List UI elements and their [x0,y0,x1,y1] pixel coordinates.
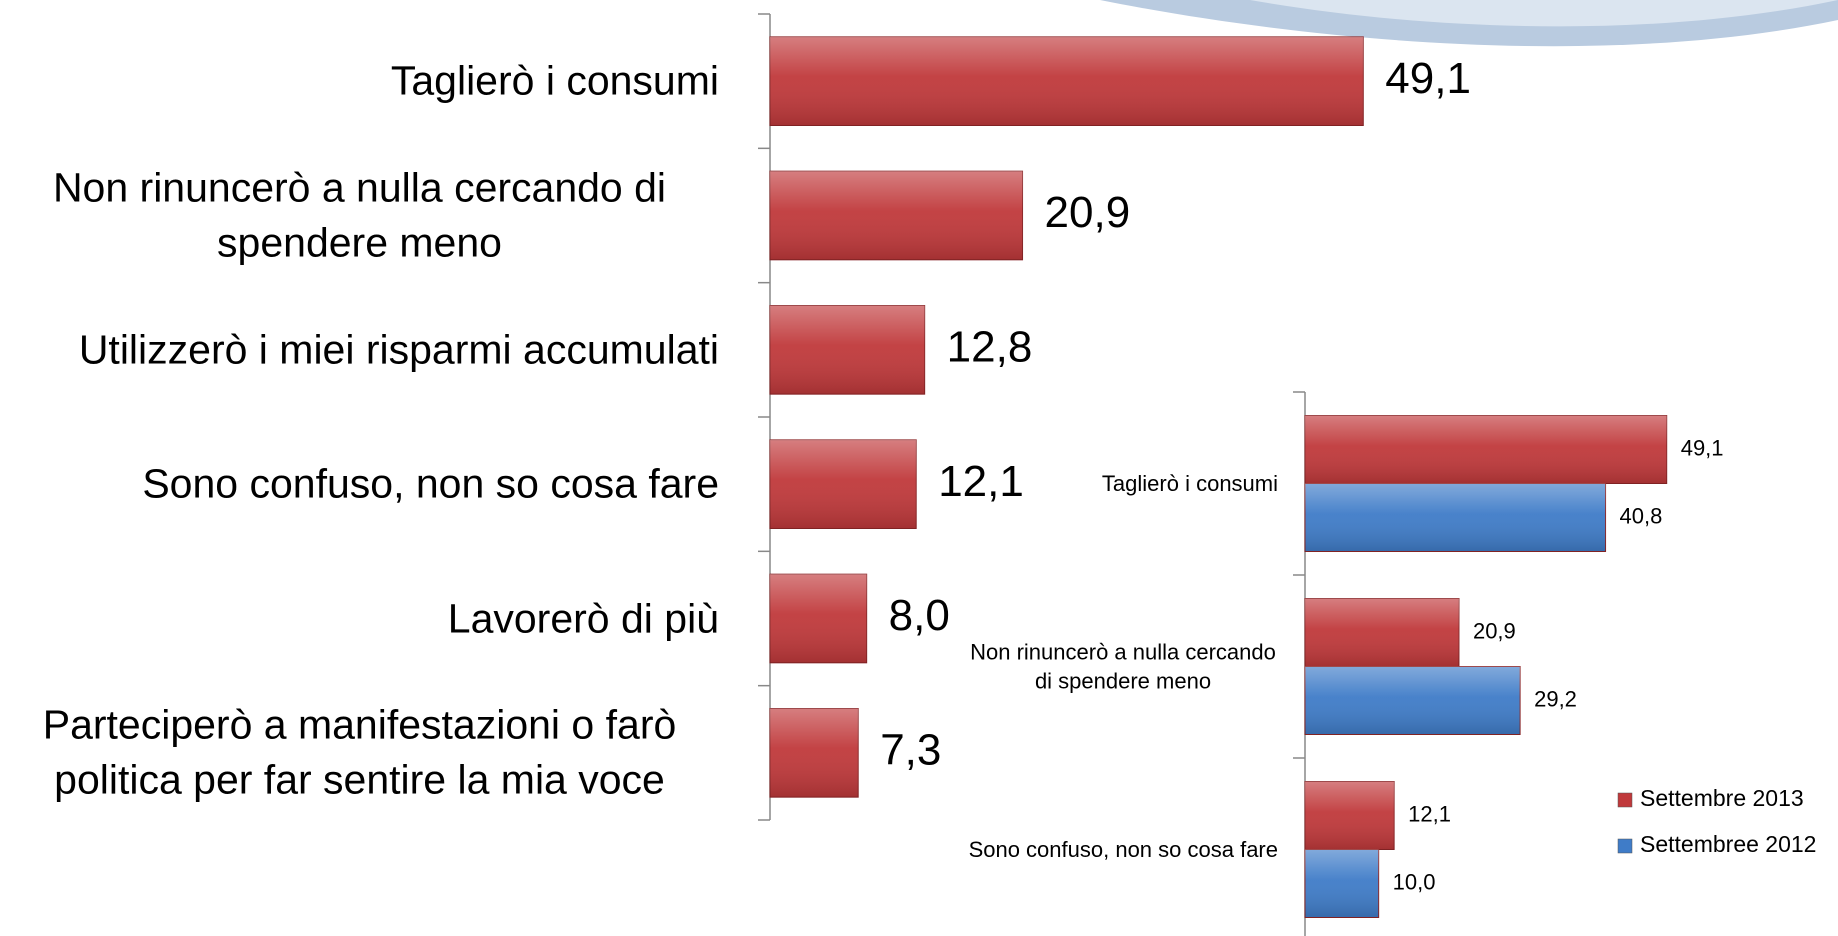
category-label: Non rinuncerò a nulla cercando di spende… [970,638,1276,694]
category-label: Lavorerò di più [447,594,719,641]
value-label: 49,1 [1385,54,1471,103]
category-label: Sono confuso, non so cosa fare [968,836,1278,862]
category-label: Utilizzerò i miei risparmi accumulati [78,326,719,373]
bar-shine [1305,483,1606,552]
bar-shine [770,708,859,798]
value-label: 20,9 [1045,188,1131,237]
bar-shine [1305,415,1667,484]
value-label: 12,8 [947,322,1033,371]
bar-shine [1305,598,1459,667]
value-label: 49,1 [1681,435,1724,460]
value-label: 10,0 [1393,869,1436,894]
category-label: Non rinuncerò a nulla cercando di spende… [52,164,667,266]
legend-swatch [1617,838,1633,854]
bar-shine [770,171,1023,260]
category-label: Taglierò i consumi [390,57,719,104]
bar-shine [770,574,867,663]
category-label: Taglierò i consumi [1101,470,1278,496]
value-label: 7,3 [880,725,941,774]
bar-shine [770,439,917,529]
value-label: 12,1 [938,457,1024,506]
value-label: 12,1 [1408,801,1451,826]
bar-shine [770,36,1364,126]
value-label: 40,8 [1620,503,1663,528]
value-label: 8,0 [889,591,950,640]
bar-shine [1305,781,1395,850]
legend-swatch [1617,792,1633,808]
bar-shine [1305,666,1521,735]
legend-label: Settembree 2012 [1640,831,1816,857]
bar-shine [770,305,925,395]
legend-label: Settembre 2013 [1640,785,1804,811]
decoration [1250,0,1838,27]
category-label: Parteciperò a manifestazioni o farò poli… [42,701,677,803]
bar-shine [1305,849,1379,918]
value-label: 29,2 [1534,686,1577,711]
value-label: 20,9 [1473,618,1516,643]
category-label: Sono confuso, non so cosa fare [142,460,719,507]
